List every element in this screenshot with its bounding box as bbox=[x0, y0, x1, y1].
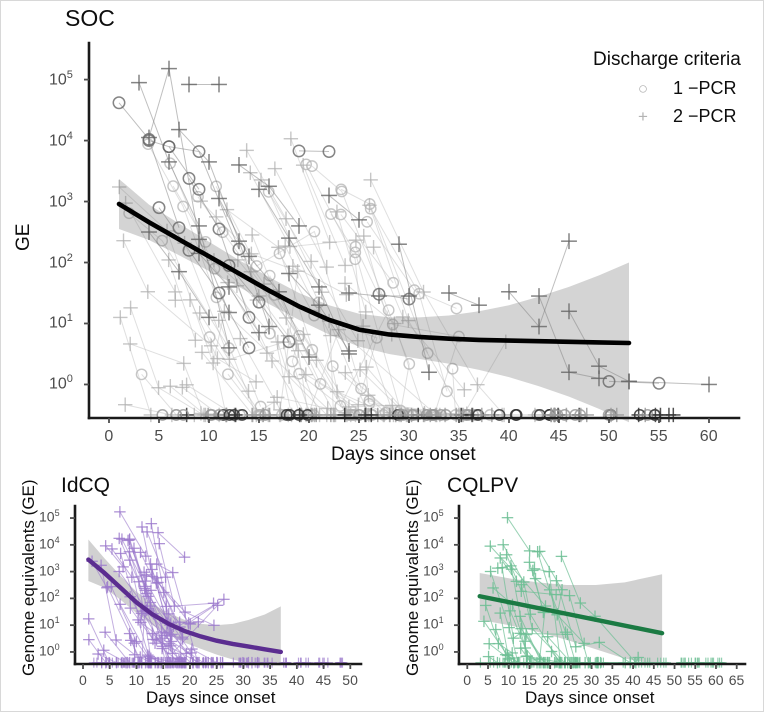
y-tick-label: 105 bbox=[49, 68, 73, 88]
x-tick-label: 15 bbox=[249, 428, 268, 445]
legend-title: Discharge criteria bbox=[593, 49, 741, 70]
y-tick-label: 104 bbox=[423, 534, 444, 552]
x-tick-label: 30 bbox=[235, 672, 251, 688]
idcq-title: IdCQ bbox=[61, 474, 111, 497]
x-tick-label: 25 bbox=[562, 672, 579, 688]
y-tick-label: 100 bbox=[49, 373, 73, 393]
x-tick-label: 35 bbox=[262, 672, 278, 688]
x-tick-label: 20 bbox=[542, 672, 558, 688]
x-tick-label: 25 bbox=[208, 672, 225, 688]
y-tick-label: 105 bbox=[423, 508, 444, 525]
soc-title: SOC bbox=[65, 5, 115, 31]
idcq-plot-canvas bbox=[70, 504, 363, 669]
panel-cqlpv: CQLPV Genome equivalents (GE) Days since… bbox=[385, 466, 764, 713]
cqlpv-title: CQLPV bbox=[447, 474, 519, 497]
x-tick-label: 60 bbox=[699, 428, 718, 445]
idcq-x-axis-title: Days since onset bbox=[146, 688, 276, 707]
x-tick-label: 50 bbox=[599, 428, 618, 445]
cqlpv-plot-canvas bbox=[454, 504, 747, 669]
x-tick-label: 50 bbox=[342, 672, 358, 688]
x-tick-label: 30 bbox=[583, 672, 600, 688]
cqlpv-x-axis-title: Days since onset bbox=[525, 688, 655, 707]
x-tick-label: 40 bbox=[499, 428, 518, 445]
x-tick-label: 0 bbox=[463, 672, 472, 688]
x-tick-label: 60 bbox=[707, 672, 724, 688]
soc-plot-canvas bbox=[84, 41, 741, 423]
x-tick-label: 45 bbox=[315, 672, 332, 688]
x-tick-label: 0 bbox=[104, 428, 114, 445]
y-tick-label: 105 bbox=[39, 508, 60, 525]
legend-key-plus-icon: + bbox=[638, 107, 648, 126]
x-tick-label: 65 bbox=[728, 672, 745, 688]
x-tick-label: 35 bbox=[449, 428, 468, 445]
y-tick-label: 102 bbox=[39, 588, 60, 606]
y-tick-label: 100 bbox=[39, 641, 60, 659]
y-tick-label: 103 bbox=[423, 561, 444, 579]
x-tick-label: 10 bbox=[500, 672, 517, 688]
y-tick-label: 101 bbox=[49, 312, 73, 332]
x-tick-label: 15 bbox=[521, 672, 538, 688]
panel-soc: SOC GE Days since onset 100 101 102 103 104 1… bbox=[1, 1, 764, 466]
y-tick-label: 102 bbox=[423, 588, 444, 606]
y-tick-label: 102 bbox=[49, 251, 73, 271]
y-tick-label: 103 bbox=[49, 190, 73, 210]
legend-key-circle-icon: ○ bbox=[637, 79, 649, 98]
x-tick-label: 55 bbox=[687, 672, 703, 688]
x-tick-label: 10 bbox=[128, 672, 145, 688]
x-tick-label: 45 bbox=[549, 428, 568, 445]
x-tick-label: 40 bbox=[288, 672, 305, 688]
y-tick-label: 101 bbox=[39, 615, 60, 632]
y-tick-label: 103 bbox=[39, 561, 60, 579]
x-tick-label: 5 bbox=[484, 672, 492, 688]
x-tick-label: 15 bbox=[155, 672, 171, 688]
y-tick-label: 101 bbox=[423, 615, 444, 632]
x-tick-label: 5 bbox=[154, 428, 164, 445]
legend-label-2-pcr: 2 −PCR bbox=[673, 106, 737, 126]
soc-x-axis-title: Days since onset bbox=[331, 444, 476, 465]
x-tick-label: 50 bbox=[666, 672, 683, 688]
panel-idcq: IdCQ Genome equivalents (GE) Days since … bbox=[1, 466, 381, 713]
x-tick-label: 45 bbox=[645, 672, 662, 688]
x-tick-label: 5 bbox=[105, 672, 114, 688]
x-tick-label: 10 bbox=[199, 428, 218, 445]
x-tick-label: 25 bbox=[349, 428, 368, 445]
x-tick-label: 20 bbox=[181, 672, 198, 688]
x-tick-label: 55 bbox=[649, 428, 668, 445]
legend-label-1-pcr: 1 −PCR bbox=[673, 78, 737, 98]
y-tick-label: 104 bbox=[39, 534, 60, 552]
x-tick-label: 20 bbox=[299, 428, 318, 445]
y-tick-label: 100 bbox=[423, 641, 444, 659]
x-tick-label: 35 bbox=[604, 672, 620, 688]
x-tick-label: 40 bbox=[625, 672, 641, 688]
x-tick-label: 0 bbox=[79, 672, 87, 688]
x-tick-label: 30 bbox=[399, 428, 418, 445]
y-tick-label: 104 bbox=[49, 129, 73, 149]
